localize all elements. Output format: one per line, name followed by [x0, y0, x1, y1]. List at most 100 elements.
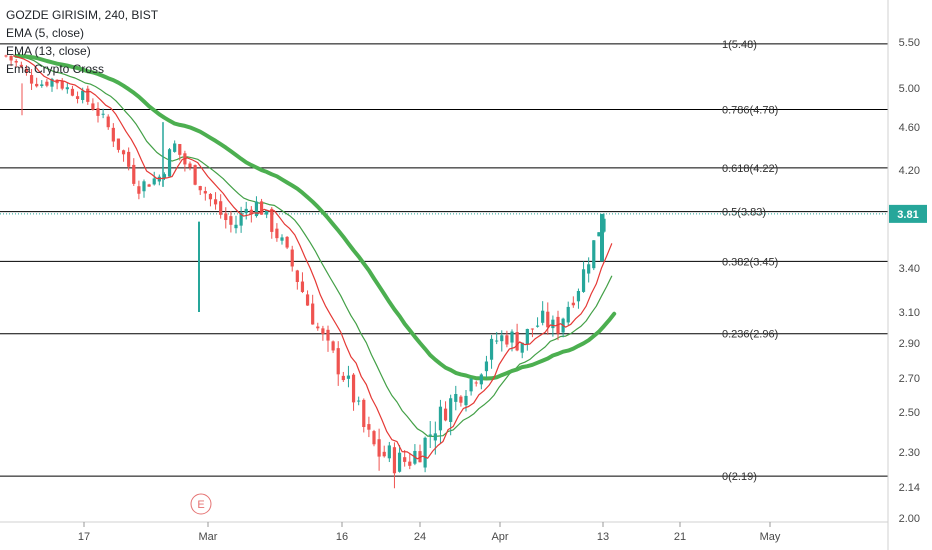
candle-body	[127, 151, 131, 167]
fibonacci-levels: 1(5.48) 0.786(4.78) 0.618(4.22) 0.5(3.83) 0.…	[0, 39, 888, 483]
price-tick-label: 2.90	[899, 338, 920, 350]
candle-body	[341, 375, 345, 381]
ema5-path	[13, 55, 613, 460]
candle-body	[132, 164, 136, 184]
symbol-title[interactable]: GOZDE GIRISIM, 240, BIST	[6, 8, 159, 22]
candle-body	[495, 340, 499, 342]
candle-body	[24, 68, 29, 73]
candle-body	[566, 306, 570, 323]
candle-body	[229, 216, 233, 225]
candle-body	[178, 144, 182, 155]
candle-body	[265, 209, 269, 215]
candle-body	[35, 83, 39, 87]
candle-body	[81, 90, 85, 100]
candle-body	[433, 433, 437, 441]
candle-body	[116, 138, 121, 150]
candle-body	[459, 396, 463, 403]
candle-body	[520, 342, 524, 353]
candle-body	[40, 84, 44, 87]
candle-body	[45, 81, 49, 86]
fib-level-label: 0.236(2.96)	[722, 329, 778, 341]
ema5-legend[interactable]: EMA (5, close)	[6, 26, 85, 40]
event-marker-label: E	[197, 499, 204, 511]
candle-body	[397, 452, 402, 472]
price-tick-label: 2.14	[899, 482, 920, 494]
candle-body	[300, 281, 305, 292]
candle-body	[219, 201, 223, 215]
candle-body	[295, 270, 299, 283]
price-tick-label: 5.00	[899, 83, 920, 95]
candle-body	[142, 181, 146, 192]
candle-body	[290, 249, 294, 267]
candle-body	[592, 240, 596, 269]
candle-body	[505, 335, 509, 345]
event-marker[interactable]: E	[190, 493, 212, 515]
candle-body	[254, 201, 259, 217]
candle-body	[428, 434, 432, 436]
candle-body	[541, 310, 545, 323]
candle-body	[70, 88, 75, 96]
candle-body	[198, 186, 202, 191]
price-tick-label: 4.60	[899, 122, 920, 134]
candle-body	[546, 311, 550, 328]
time-tick-label: 17	[78, 531, 90, 543]
candle-body	[152, 178, 156, 185]
candle-body	[19, 64, 23, 67]
fib-level-label: 0.5(3.83)	[722, 207, 766, 219]
candle-body	[75, 96, 80, 99]
candle-body	[571, 302, 575, 306]
ema13-legend[interactable]: EMA (13, close)	[6, 44, 91, 58]
indicator-legend[interactable]: Ema Crypto Cross	[6, 62, 105, 76]
candle-body	[259, 201, 264, 215]
candle-body	[321, 328, 325, 334]
candle-body	[576, 291, 581, 302]
candle-body	[367, 424, 371, 430]
candle-body	[438, 406, 443, 431]
price-tick-label: 3.40	[899, 263, 920, 275]
candle-body	[489, 338, 494, 360]
chart-legend: GOZDE GIRISIM, 240, BIST EMA (5, close) …	[6, 6, 158, 78]
candle-body	[249, 209, 253, 214]
last-price-label: 3.81	[889, 204, 927, 223]
candle-body	[244, 208, 248, 214]
candle-body	[474, 382, 478, 384]
candle-body	[357, 400, 361, 402]
price-tick-label: 2.70	[899, 373, 920, 385]
candle-body	[275, 228, 279, 239]
candle-body	[224, 213, 228, 221]
candle-body	[500, 335, 504, 342]
candle-body	[392, 447, 397, 474]
ema5-line	[13, 55, 613, 460]
time-tick-label: Apr	[491, 531, 508, 543]
candle-body	[173, 143, 177, 152]
candle-body	[479, 374, 483, 385]
time-tick-label: 13	[597, 531, 609, 543]
candle-body	[65, 87, 69, 90]
candle-body	[203, 191, 207, 194]
candle-body	[382, 451, 386, 457]
candle-body	[167, 149, 172, 177]
candle-body	[597, 232, 601, 237]
candle-body	[316, 326, 320, 329]
candle-body	[346, 375, 351, 379]
candle-body	[239, 212, 243, 226]
candle-body	[443, 408, 448, 421]
candle-body	[50, 78, 54, 87]
candle-body	[121, 150, 126, 155]
candle-body	[510, 331, 514, 343]
candle-body	[4, 55, 8, 57]
time-axis[interactable]: 17 Mar 16 24 Apr 13 21 May	[0, 521, 888, 543]
time-tick-label: 21	[674, 531, 686, 543]
fib-level-label: 1(5.48)	[722, 39, 757, 51]
fib-level-label: 0.786(4.78)	[722, 104, 778, 116]
event-marker-circle	[190, 493, 212, 515]
candle-body	[515, 331, 519, 351]
candle-body	[311, 303, 315, 325]
candle-body	[305, 294, 310, 306]
candle-body	[234, 224, 238, 229]
price-axis[interactable]: 5.505.004.604.203.803.403.102.902.702.50…	[887, 0, 920, 550]
time-tick-label: May	[760, 531, 781, 543]
last-price-text: 3.81	[897, 209, 918, 221]
candle-body	[484, 361, 489, 372]
